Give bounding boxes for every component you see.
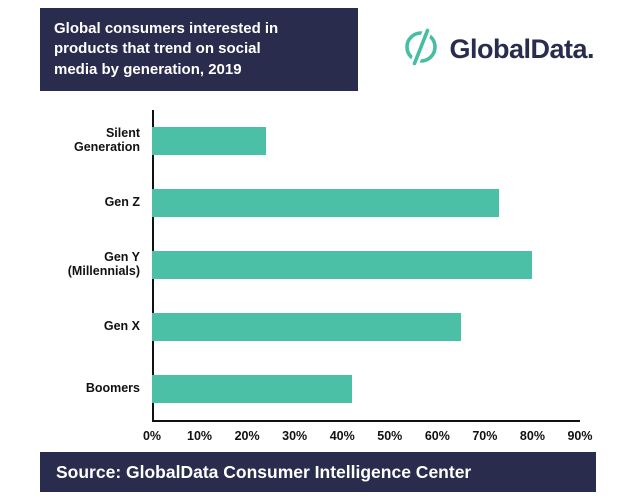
globaldata-logo: GlobalData. [402,28,596,71]
chart-title-line: media by generation, 2019 [54,60,242,78]
x-tick-label: 40% [329,429,355,443]
category-label: Boomers [85,381,140,396]
x-tick-label: 10% [187,429,213,443]
category-label: Gen X [103,319,140,334]
category-label: Gen Y (Millennials) [67,250,140,278]
bar [152,313,462,341]
x-tick-label: 60% [424,429,450,443]
bar-row: Boomers [40,358,580,420]
category-label: Silent Generation [74,126,140,154]
chart-title: Global consumers interested in products … [40,8,358,92]
chart-title-line: Global consumers interested in [54,20,279,37]
bar-row: Gen X [40,296,580,358]
x-tick-label: 90% [567,429,593,443]
source-text: Source: GlobalData Consumer Intelligence… [56,461,472,482]
bar-track [152,251,580,279]
globaldata-logo-icon [402,28,440,71]
bar-track [152,375,580,403]
bar [152,251,533,279]
bar-track [152,127,580,155]
x-axis-labels: 0% 10% 20% 30% 40% 50% 60% 70% 80% 90% [143,429,593,447]
bar [152,127,267,155]
x-tick-label: 80% [519,429,545,443]
bar-row: Silent Generation [40,110,580,172]
bar [152,189,500,217]
bar-chart: Silent Generation Gen Z Gen Y (Millennials… [40,110,593,447]
bar-row: Gen Y (Millennials) [40,234,580,296]
x-tick-label: 20% [234,429,260,443]
bar-rows: Silent Generation Gen Z Gen Y (Millennials… [40,110,580,420]
x-tick-label: 0% [142,429,162,443]
bar [152,375,352,403]
x-tick-label: 70% [472,429,498,443]
source-bar: Source: GlobalData Consumer Intelligence… [40,452,596,492]
category-label: Gen Z [104,195,140,210]
chart-title-line: products that trend on social [54,40,261,58]
bar-track [152,313,580,341]
bar-track [152,189,580,217]
x-axis-line [152,420,580,422]
header: Global consumers interested in products … [40,8,596,92]
globaldata-logo-text: GlobalData. [449,34,594,65]
bar-row: Gen Z [40,172,580,234]
x-tick-label: 50% [377,429,403,443]
x-tick-label: 30% [282,429,308,443]
